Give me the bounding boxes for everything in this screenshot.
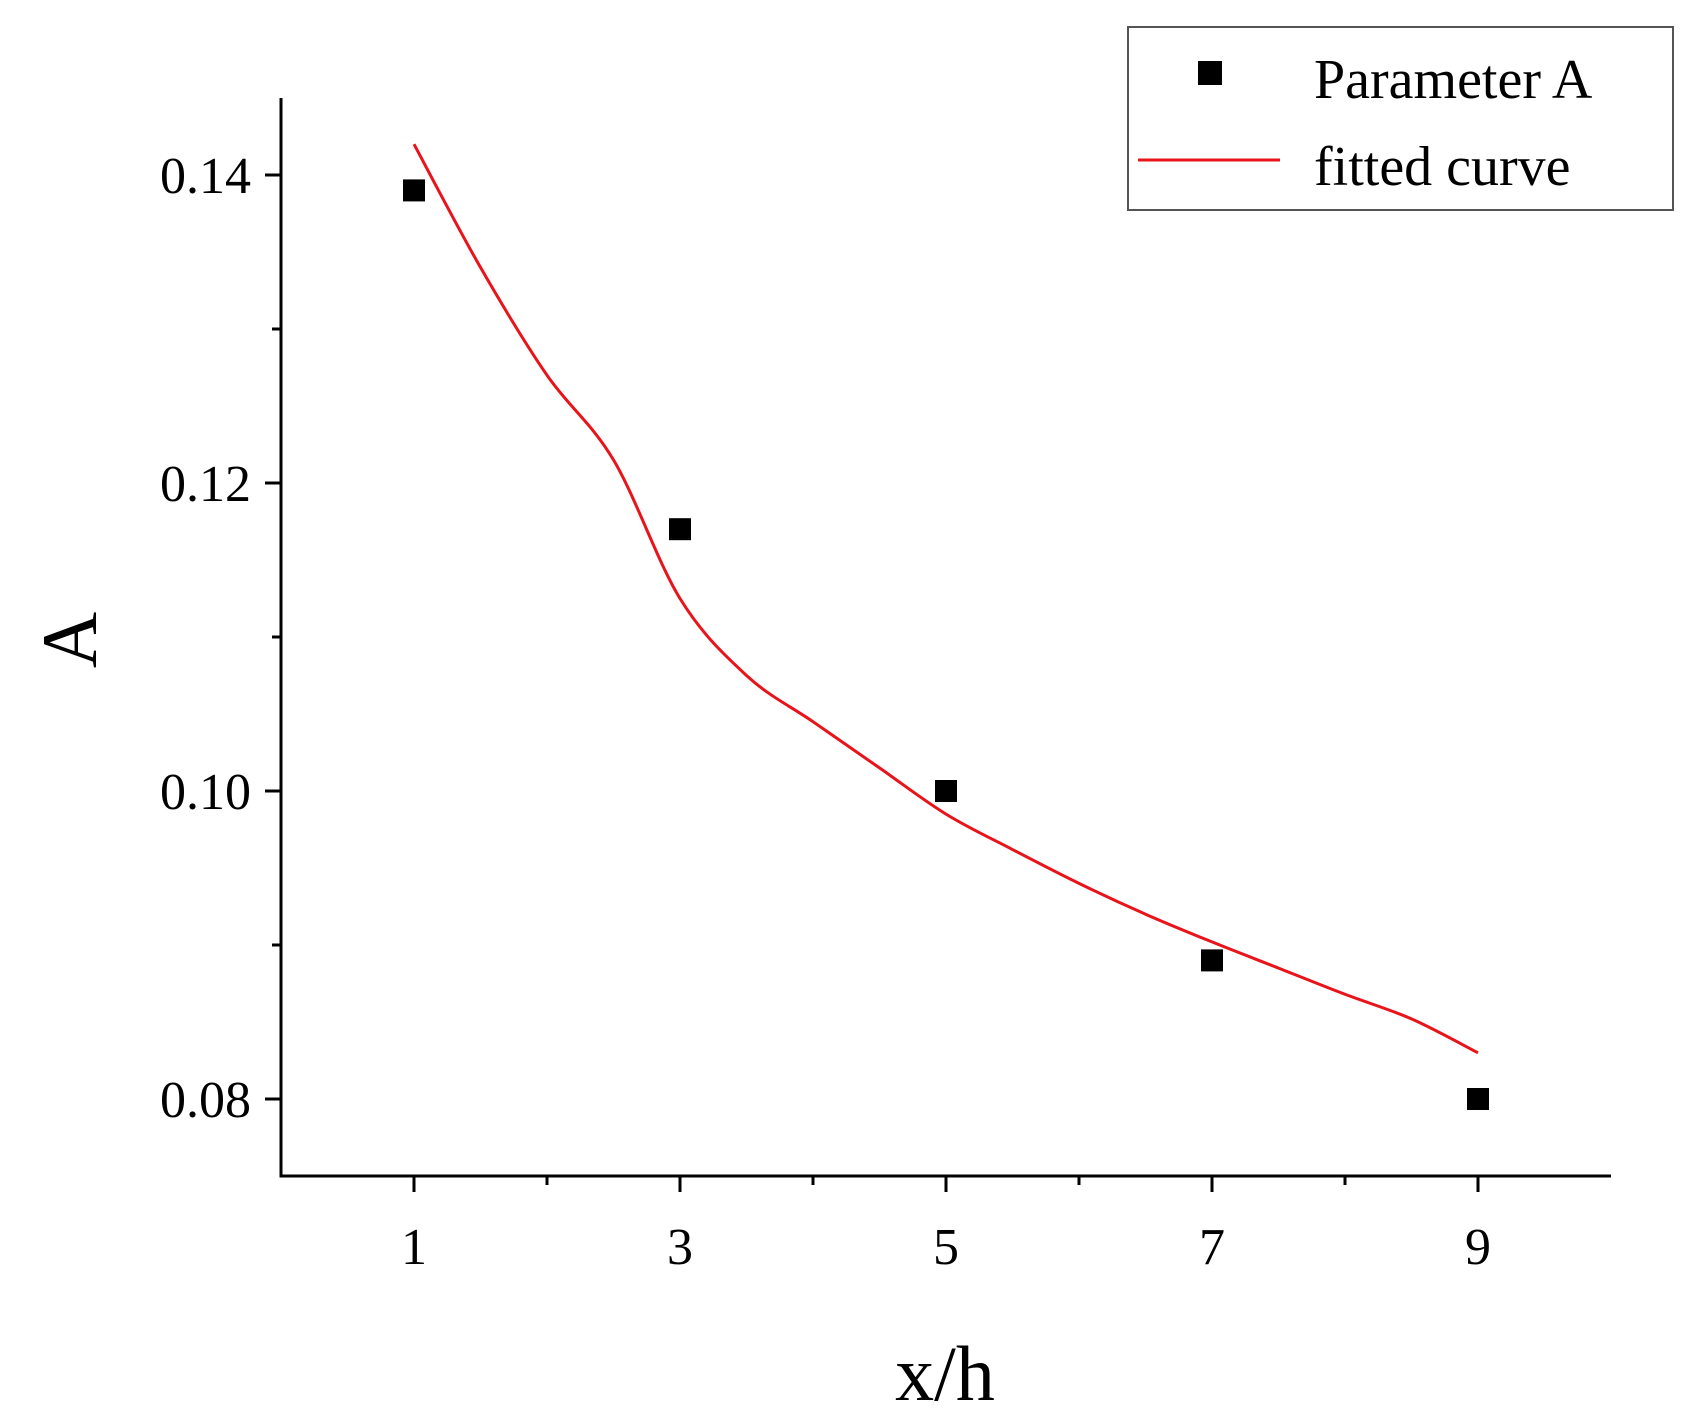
x-tick-label: 9 [1465, 1219, 1491, 1276]
x-tick-label: 5 [933, 1219, 959, 1276]
data-point-parameter-a [1467, 1088, 1489, 1110]
y-tick-label: 0.12 [160, 456, 251, 513]
legend-label-fitted-curve: fitted curve [1314, 136, 1571, 198]
data-point-parameter-a [403, 179, 425, 202]
x-tick-label: 1 [401, 1219, 427, 1276]
y-axis-title: A [26, 612, 113, 668]
data-point-parameter-a [935, 780, 957, 802]
data-point-parameter-a [669, 518, 691, 541]
y-tick-label: 0.14 [160, 148, 251, 205]
data-points-layer [403, 179, 1489, 1110]
legend-label-parameter-a: Parameter A [1314, 49, 1593, 111]
axes [265, 98, 1611, 1192]
fitted-curve-layer [412, 143, 1479, 1055]
fitted-curve-line [412, 143, 1479, 1055]
legend-marker-parameter-a [1198, 61, 1222, 85]
y-tick-label: 0.10 [160, 764, 251, 821]
x-tick-label: 3 [667, 1219, 693, 1276]
tick-labels-layer: 1 3 5 7 9 0.08 0.10 0.12 0.14 [160, 148, 1491, 1276]
legend: Parameter A fitted curve [1127, 26, 1674, 211]
x-axis-title: x/h [895, 1330, 995, 1417]
data-point-parameter-a [1201, 949, 1223, 972]
x-tick-label: 7 [1199, 1219, 1225, 1276]
y-tick-label: 0.08 [160, 1072, 251, 1129]
legend-frame [1127, 26, 1674, 211]
